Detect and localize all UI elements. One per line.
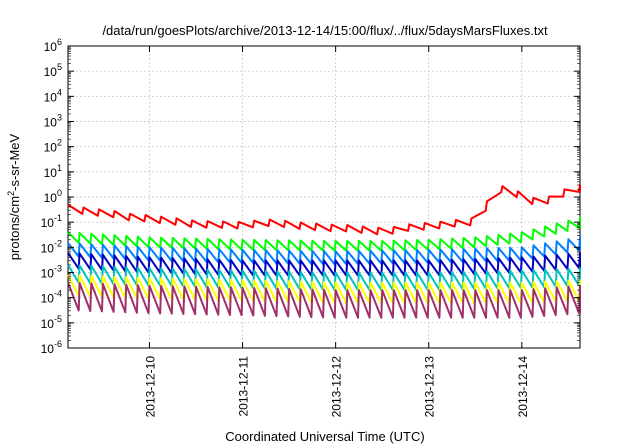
y-tick-base: 10 [41, 216, 55, 230]
y-tick-label: 102 [44, 138, 62, 155]
y-tick-label: 100 [44, 188, 62, 205]
y-tick-exponent: -6 [54, 339, 62, 349]
y-tick-exponent: -5 [54, 314, 62, 324]
y-axis-ticks: 10-610-510-410-310-210-11001011021031041… [41, 37, 580, 356]
y-axis-label-superscript: 2 [6, 191, 16, 196]
y-tick-label: 10-3 [41, 264, 62, 281]
y-tick-label: 10-6 [41, 339, 62, 356]
x-axis-label: Coordinated Universal Time (UTC) [225, 429, 424, 444]
y-tick-label: 10-2 [41, 238, 62, 255]
y-tick-exponent: -4 [54, 289, 62, 299]
y-tick-exponent: -3 [54, 264, 62, 274]
series-line-2 [67, 216, 581, 252]
y-tick-label: 105 [44, 62, 62, 79]
y-axis-label-prefix: protons/cm [7, 196, 22, 260]
y-tick-exponent: 6 [57, 37, 62, 47]
y-axis-label: protons/cm2-s-sr-MeV [6, 133, 22, 260]
y-tick-base: 10 [44, 116, 58, 130]
series-group [67, 184, 581, 319]
y-tick-base: 10 [44, 191, 58, 205]
plot-area: 10-610-510-410-310-210-11001011021031041… [41, 37, 581, 418]
y-tick-exponent: 1 [57, 163, 62, 173]
x-tick-label: 2013-12-14 [516, 356, 530, 418]
y-tick-label: 103 [44, 113, 62, 130]
y-tick-base: 10 [41, 241, 55, 255]
y-tick-base: 10 [41, 317, 55, 331]
series-line-1 [67, 184, 581, 236]
y-tick-exponent: 3 [57, 113, 62, 123]
y-tick-base: 10 [41, 292, 55, 306]
y-tick-base: 10 [44, 90, 58, 104]
y-tick-label: 10-4 [41, 289, 62, 306]
y-tick-exponent: 4 [57, 87, 62, 97]
x-tick-label: 2013-12-12 [330, 356, 344, 418]
y-tick-label: 10-1 [41, 213, 62, 230]
x-tick-label: 2013-12-10 [143, 356, 157, 418]
y-tick-label: 101 [44, 163, 62, 180]
y-tick-label: 10-5 [41, 314, 62, 331]
series-line-4 [67, 251, 581, 277]
y-tick-exponent: 2 [57, 138, 62, 148]
y-tick-exponent: 5 [57, 62, 62, 72]
x-tick-label: 2013-12-11 [237, 356, 251, 417]
series-line-6 [67, 274, 581, 305]
y-tick-exponent: 0 [57, 188, 62, 198]
series-line-7 [67, 282, 581, 319]
y-tick-exponent: -1 [54, 213, 62, 223]
y-tick-exponent: -2 [54, 238, 62, 248]
x-axis-ticks: 2013-12-10 2013-12-11 2013-12-12 2013-12-13… [143, 46, 530, 418]
y-tick-base: 10 [44, 166, 58, 180]
chart-title: /data/run/goesPlots/archive/2013-12-14/1… [102, 23, 548, 38]
y-tick-base: 10 [44, 65, 58, 79]
y-tick-label: 106 [44, 37, 62, 54]
y-tick-base: 10 [44, 141, 58, 155]
series-line-3 [67, 236, 581, 266]
y-tick-label: 104 [44, 87, 62, 104]
y-tick-base: 10 [41, 267, 55, 281]
x-tick-label: 2013-12-13 [423, 356, 437, 418]
y-tick-base: 10 [41, 342, 55, 356]
series-line-5 [67, 264, 581, 292]
y-axis-label-suffix: -s-sr-MeV [7, 133, 22, 190]
y-tick-base: 10 [44, 40, 58, 54]
